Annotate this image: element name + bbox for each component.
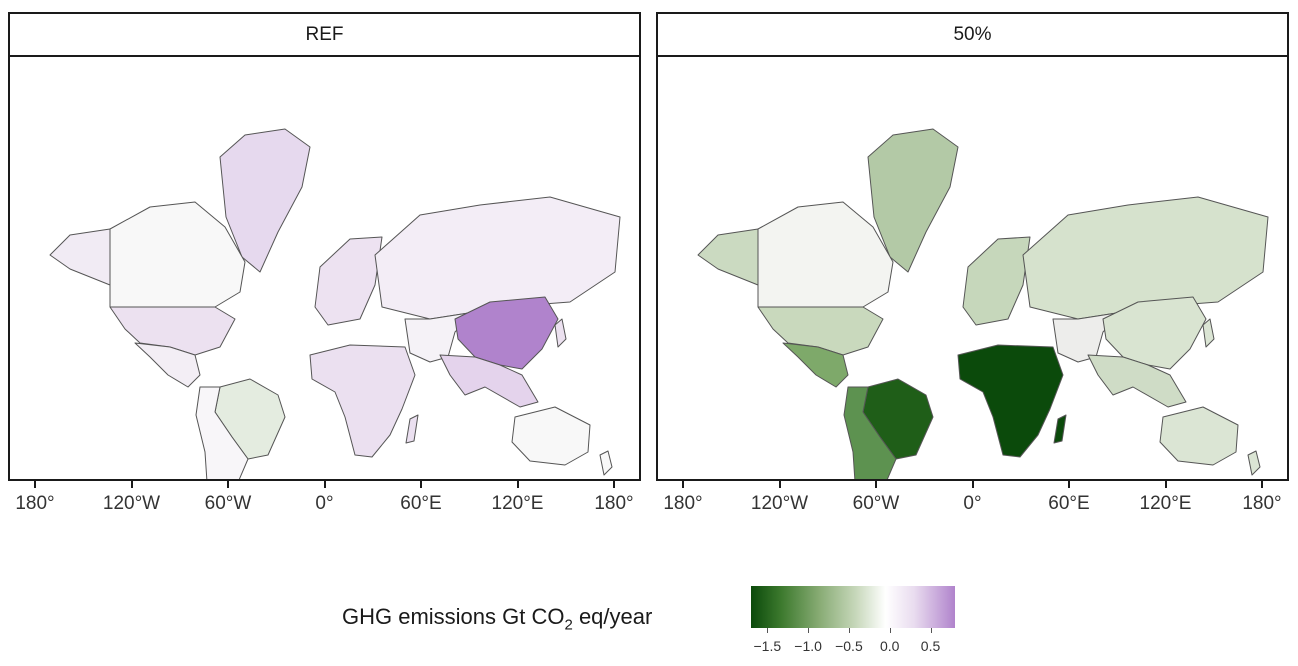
country-canada (109, 201, 246, 308)
country-europe (314, 236, 383, 326)
facet-title-50: 50% (953, 23, 992, 45)
x-tick (420, 481, 422, 488)
country-india-sea (1087, 354, 1187, 408)
country-australia (1159, 406, 1239, 466)
legend-tick-label: 0.5 (920, 638, 941, 654)
country-russia-north-asia (374, 196, 621, 320)
x-tick (875, 481, 877, 488)
x-tick-label: 180° (594, 493, 634, 514)
legend-tick-label: −1.0 (794, 638, 822, 654)
legend-tick-label: −0.5 (835, 638, 863, 654)
country-australia (511, 406, 591, 466)
legend-tick (767, 628, 769, 633)
x-tick (130, 481, 133, 488)
country-greenland (867, 128, 959, 273)
country-russia-north-asia (1022, 196, 1269, 320)
country-india-sea (439, 354, 539, 408)
x-tick-label: 0° (315, 493, 334, 514)
map-ref-svg (49, 128, 621, 479)
legend-colorbar (751, 586, 955, 628)
panel-50: 50% 180° 120°W 60°W 0° 60°E 120°E 180° (656, 12, 1289, 532)
x-tick-label: 60°E (400, 493, 442, 514)
panel-ref: REF 180° 120°W 60°W 0° 60°E 120°E 180° (8, 12, 641, 532)
x-tick-label: 180° (663, 493, 703, 514)
map-50 (656, 57, 1289, 481)
x-tick-label: 180° (15, 493, 55, 514)
legend-tick (889, 628, 891, 633)
x-tick (227, 481, 229, 488)
country-greenland (219, 128, 311, 273)
x-tick-label: 120°W (102, 493, 161, 514)
x-tick (778, 481, 781, 488)
x-tick-label: 180° (1242, 493, 1282, 514)
x-tick-label: 60°W (852, 493, 900, 514)
country-new-zealand (1247, 450, 1261, 476)
x-tick-label: 0° (963, 493, 982, 514)
facet-strip-50: 50% (656, 12, 1289, 57)
legend-tick-label: −1.5 (753, 638, 782, 654)
country-europe (962, 236, 1031, 326)
x-tick (323, 481, 326, 488)
legend-title-suffix: eq/year (572, 604, 653, 629)
x-tick (1261, 481, 1263, 488)
legend-title-main: GHG emissions Gt CO (342, 604, 565, 629)
x-tick-label: 120°W (750, 493, 809, 514)
legend-tick-label: 0.0 (879, 638, 900, 654)
x-tick (1068, 481, 1070, 488)
x-axis-50: 180° 120°W 60°W 0° 60°E 120°E 180° (656, 481, 1289, 521)
legend-tick (848, 628, 850, 633)
facet-strip-ref: REF (8, 12, 641, 57)
x-axis-ref: 180° 120°W 60°W 0° 60°E 120°E 180° (8, 481, 641, 521)
country-africa (309, 344, 416, 458)
legend-title-subscript: 2 (564, 616, 573, 634)
x-tick (613, 481, 615, 488)
country-south-america-rest (843, 386, 897, 479)
country-alaska (697, 228, 759, 286)
country-china (1102, 296, 1207, 370)
map-ref (8, 57, 641, 481)
x-tick-label: 60°W (204, 493, 252, 514)
country-china (454, 296, 559, 370)
country-new-zealand (599, 450, 613, 476)
x-tick-label: 60°E (1048, 493, 1090, 514)
x-tick (516, 481, 519, 488)
legend-title: GHG emissions Gt CO2 eq/year (342, 604, 652, 633)
map-50-svg (697, 128, 1269, 479)
country-japan (1202, 318, 1215, 348)
country-madagascar (405, 414, 419, 444)
x-tick (971, 481, 974, 488)
country-south-america-rest (195, 386, 249, 479)
facet-title-ref: REF (305, 23, 344, 45)
x-tick-label: 120°E (491, 493, 544, 514)
country-madagascar (1053, 414, 1067, 444)
country-africa (957, 344, 1064, 458)
x-tick (34, 481, 36, 488)
legend-tick (808, 628, 810, 633)
country-canada (757, 201, 894, 308)
country-japan (554, 318, 567, 348)
legend-tick (930, 628, 932, 633)
country-mexico-central (134, 342, 201, 388)
x-tick (682, 481, 684, 488)
country-alaska (49, 228, 111, 286)
country-mexico-central (782, 342, 849, 388)
x-tick-label: 120°E (1139, 493, 1192, 514)
x-tick (1164, 481, 1167, 488)
